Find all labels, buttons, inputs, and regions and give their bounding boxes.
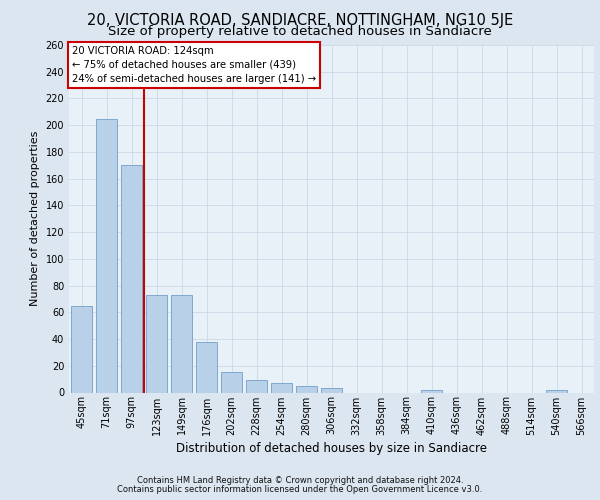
Bar bbox=[271, 383, 292, 392]
Bar bbox=[96, 118, 117, 392]
X-axis label: Distribution of detached houses by size in Sandiacre: Distribution of detached houses by size … bbox=[176, 442, 487, 454]
Text: Contains HM Land Registry data © Crown copyright and database right 2024.: Contains HM Land Registry data © Crown c… bbox=[137, 476, 463, 485]
Bar bbox=[421, 390, 442, 392]
Bar bbox=[246, 380, 267, 392]
Bar bbox=[546, 390, 567, 392]
Bar bbox=[321, 388, 342, 392]
Bar bbox=[171, 295, 192, 392]
Bar bbox=[121, 166, 142, 392]
Y-axis label: Number of detached properties: Number of detached properties bbox=[30, 131, 40, 306]
Text: 20, VICTORIA ROAD, SANDIACRE, NOTTINGHAM, NG10 5JE: 20, VICTORIA ROAD, SANDIACRE, NOTTINGHAM… bbox=[87, 12, 513, 28]
Bar bbox=[146, 295, 167, 392]
Bar bbox=[296, 386, 317, 392]
Text: Size of property relative to detached houses in Sandiacre: Size of property relative to detached ho… bbox=[108, 25, 492, 38]
Bar bbox=[196, 342, 217, 392]
Bar bbox=[71, 306, 92, 392]
Bar bbox=[221, 372, 242, 392]
Text: Contains public sector information licensed under the Open Government Licence v3: Contains public sector information licen… bbox=[118, 485, 482, 494]
Text: 20 VICTORIA ROAD: 124sqm
← 75% of detached houses are smaller (439)
24% of semi-: 20 VICTORIA ROAD: 124sqm ← 75% of detach… bbox=[71, 46, 316, 84]
